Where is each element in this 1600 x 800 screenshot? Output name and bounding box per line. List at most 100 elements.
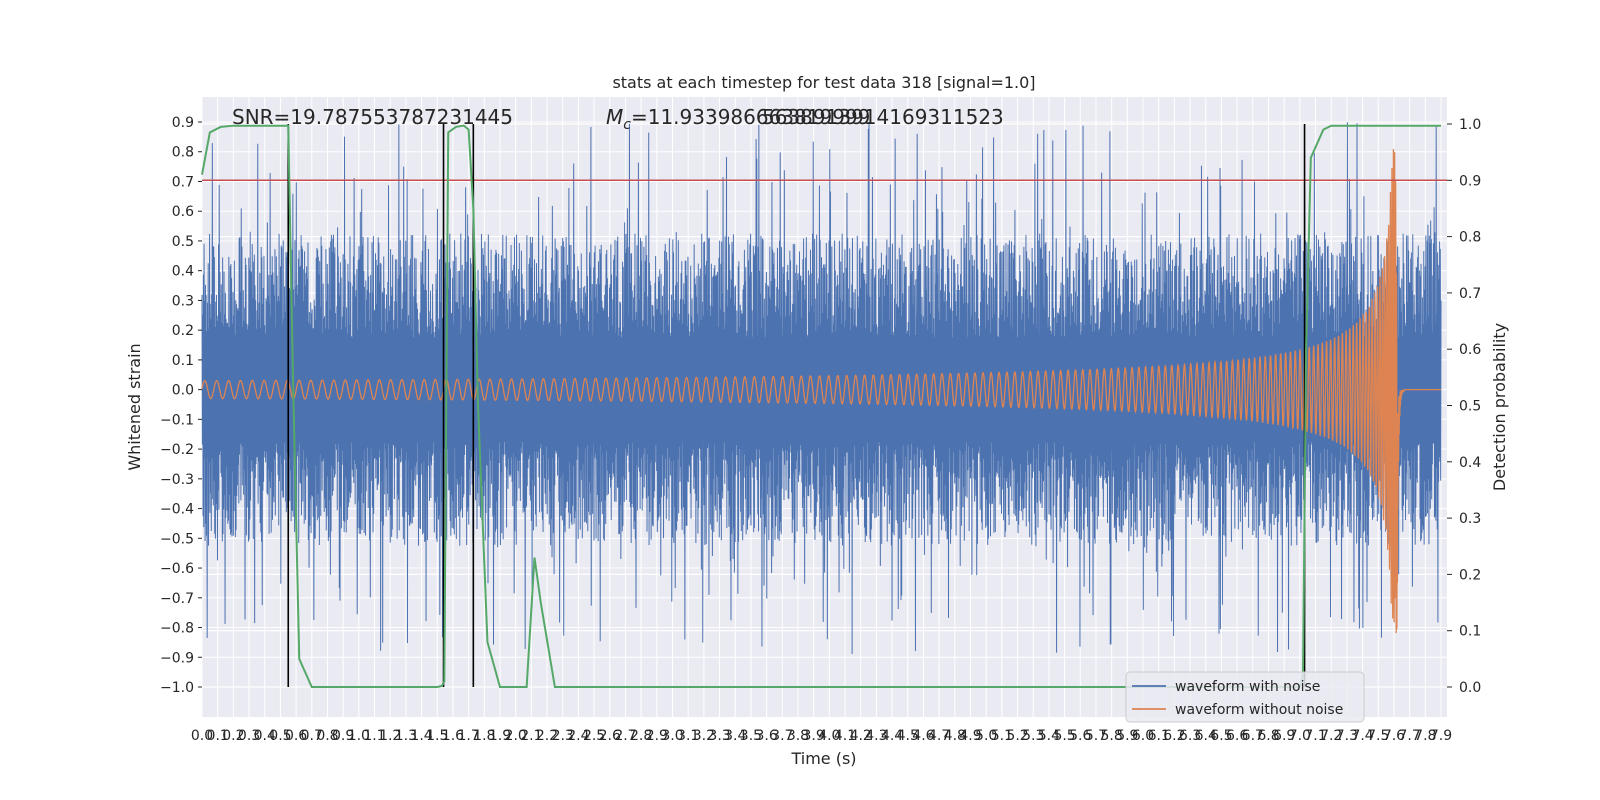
x-tick-label: 3.2 [693, 728, 715, 744]
x-tick-label: 1.8 [473, 728, 495, 744]
y-right-tick-label: 0.6 [1459, 342, 1481, 358]
x-tick-label: 1.6 [442, 728, 464, 744]
y-left-tick-label: 0.2 [172, 323, 194, 339]
y-left-tick-label: 0.3 [172, 293, 194, 309]
y-left-tick-labels: 0.9 0.8 0.7 0.6 0.5 0.4 0.3 0.2 0.1 0.0 −0.1 −0.2 −0… [160, 115, 202, 696]
mc-value: =11.933986663819999 [631, 105, 870, 129]
x-tick-label: 1.9 [489, 728, 511, 744]
y-left-tick-label: −0.7 [160, 591, 194, 607]
x-tick-label: 4.3 [865, 728, 887, 744]
x-tick-label: 5.1 [991, 728, 1013, 744]
noise-series [201, 122, 1442, 655]
x-tick-label: 0.3 [238, 728, 260, 744]
x-tick-label: 6.5 [1210, 728, 1232, 744]
y-right-tick-label: 0.4 [1459, 455, 1481, 471]
x-tick-label: 3.5 [740, 728, 762, 744]
x-tick-labels: 0.00.10.20.30.40.50.60.70.80.91.01.11.21… [191, 728, 1452, 744]
x-tick-label: 3.3 [708, 728, 730, 744]
x-tick-label: 2.0 [505, 728, 527, 744]
mc-overlap-annotation: 5638913914169311523 [762, 105, 1004, 129]
x-tick-label: 6.0 [1132, 728, 1154, 744]
x-tick-label: 7.8 [1414, 728, 1436, 744]
x-tick-label: 7.6 [1383, 728, 1405, 744]
x-tick-label: 4.7 [928, 728, 950, 744]
x-tick-label: 5.8 [1101, 728, 1123, 744]
x-tick-label: 0.5 [269, 728, 291, 744]
x-tick-label: 0.4 [254, 728, 276, 744]
x-tick-label: 0.2 [222, 728, 244, 744]
y-left-tick-label: −0.3 [160, 472, 194, 488]
x-tick-label: 3.4 [724, 728, 746, 744]
x-tick-label: 2.1 [520, 728, 542, 744]
x-tick-label: 2.8 [630, 728, 652, 744]
x-tick-label: 4.8 [944, 728, 966, 744]
x-tick-label: 1.5 [426, 728, 448, 744]
x-tick-label: 1.3 [395, 728, 417, 744]
y-left-tick-label: 0.4 [172, 264, 194, 280]
x-tick-label: 1.2 [379, 728, 401, 744]
x-tick-label: 6.9 [1273, 728, 1295, 744]
y-left-tick-label: 0.0 [172, 383, 194, 399]
x-tick-label: 1.4 [410, 728, 432, 744]
x-tick-label: 7.0 [1289, 728, 1311, 744]
x-tick-label: 0.8 [316, 728, 338, 744]
legend-label-noise: waveform with noise [1175, 679, 1320, 695]
x-tick-label: 2.9 [646, 728, 668, 744]
x-tick-label: 6.3 [1179, 728, 1201, 744]
y-left-tick-label: −0.9 [160, 650, 194, 666]
noise-waveform-line [201, 122, 1442, 655]
y-right-tick-label: 0.2 [1459, 567, 1481, 583]
x-tick-label: 7.1 [1304, 728, 1326, 744]
chirp-waveform-line [201, 148, 1441, 634]
y-right-tick-label: 0.1 [1459, 624, 1481, 640]
x-tick-label: 4.1 [834, 728, 856, 744]
mc-symbol: M [606, 105, 623, 129]
y-left-tick-label: −0.2 [160, 442, 194, 458]
x-tick-label: 4.2 [850, 728, 872, 744]
x-tick-label: 3.1 [677, 728, 699, 744]
legend-box [1125, 671, 1365, 723]
y-left-tick-label: −0.8 [160, 621, 194, 637]
probability-series [201, 124, 1441, 688]
y-right-tick-label: 0.7 [1459, 286, 1481, 302]
x-tick-label: 1.1 [363, 728, 385, 744]
y-right-tick-label: 1.0 [1459, 117, 1481, 133]
legend: waveform with noise waveform without noi… [1125, 671, 1365, 723]
x-tick-label: 4.9 [959, 728, 981, 744]
probability-line [201, 124, 1441, 688]
y-right-tick-label: 0.3 [1459, 511, 1481, 527]
x-tick-label: 3.0 [661, 728, 683, 744]
x-tick-label: 2.4 [567, 728, 589, 744]
y-left-tick-label: −0.1 [160, 412, 194, 428]
x-tick-label: 5.4 [1038, 728, 1060, 744]
y-right-tick-labels: 1.0 0.9 0.8 0.7 0.6 0.5 0.4 0.3 0.2 0.1 0.0 [1447, 117, 1481, 696]
x-tick-label: 7.2 [1320, 728, 1342, 744]
mc-subscript: c [623, 117, 631, 133]
x-tick-label: 0.1 [207, 728, 229, 744]
x-tick-label: 4.0 [818, 728, 840, 744]
mc-annotation: Mc=11.933986663819999 [606, 105, 870, 133]
x-tick-label: 2.5 [583, 728, 605, 744]
x-tick-label: 5.2 [1006, 728, 1028, 744]
y-left-tick-label: 0.8 [172, 145, 194, 161]
x-tick-label: 7.7 [1399, 728, 1421, 744]
y-left-tick-label: −0.6 [160, 561, 194, 577]
legend-label-clean: waveform without noise [1175, 702, 1343, 718]
x-tick-label: 5.9 [1116, 728, 1138, 744]
x-tick-label: 3.6 [755, 728, 777, 744]
x-tick-label: 0.7 [301, 728, 323, 744]
x-tick-label: 2.6 [599, 728, 621, 744]
x-tick-label: 3.9 [803, 728, 825, 744]
x-tick-label: 6.7 [1242, 728, 1264, 744]
x-tick-label: 1.7 [457, 728, 479, 744]
y-left-tick-label: 0.1 [172, 353, 194, 369]
x-tick-label: 0.0 [191, 728, 213, 744]
x-tick-label: 6.2 [1163, 728, 1185, 744]
x-tick-label: 6.1 [1148, 728, 1170, 744]
snr-annotation: SNR=19.787553787231445 [232, 105, 513, 129]
chart-title: stats at each timestep for test data 318… [612, 73, 1035, 92]
y-left-tick-label: −0.4 [160, 502, 194, 518]
y-left-tick-label: 0.7 [172, 174, 194, 190]
x-tick-label: 7.9 [1430, 728, 1452, 744]
